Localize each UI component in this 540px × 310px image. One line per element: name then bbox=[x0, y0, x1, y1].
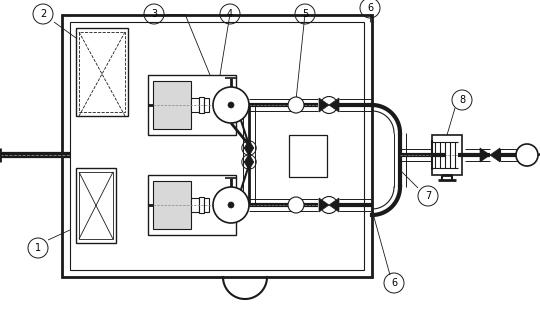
Bar bbox=[76, 168, 116, 243]
Bar bbox=[289, 135, 327, 177]
Text: 6: 6 bbox=[367, 3, 373, 13]
Text: 3: 3 bbox=[151, 9, 157, 19]
Circle shape bbox=[213, 187, 249, 223]
Polygon shape bbox=[329, 198, 339, 212]
Bar bbox=[70, 22, 364, 270]
Polygon shape bbox=[244, 140, 254, 148]
Bar bbox=[76, 28, 128, 116]
Polygon shape bbox=[319, 98, 329, 112]
Bar bbox=[199, 97, 204, 113]
Bar bbox=[148, 175, 236, 235]
Bar bbox=[191, 198, 199, 212]
Polygon shape bbox=[244, 162, 254, 170]
Bar bbox=[62, 15, 372, 277]
Text: 7: 7 bbox=[425, 191, 431, 201]
Circle shape bbox=[516, 144, 538, 166]
Circle shape bbox=[288, 97, 304, 113]
Bar bbox=[148, 75, 236, 135]
Polygon shape bbox=[319, 198, 329, 212]
Polygon shape bbox=[329, 98, 339, 112]
Bar bbox=[432, 135, 462, 175]
Polygon shape bbox=[244, 148, 254, 156]
Text: 1: 1 bbox=[35, 243, 41, 253]
Bar bbox=[153, 81, 191, 129]
Bar bbox=[204, 98, 209, 112]
Text: 8: 8 bbox=[459, 95, 465, 105]
Bar bbox=[79, 172, 113, 239]
Text: 2: 2 bbox=[40, 9, 46, 19]
Text: 4: 4 bbox=[227, 9, 233, 19]
Circle shape bbox=[228, 202, 234, 208]
Text: 5: 5 bbox=[302, 9, 308, 19]
Polygon shape bbox=[480, 148, 490, 162]
Bar bbox=[79, 32, 125, 112]
Circle shape bbox=[213, 87, 249, 123]
Polygon shape bbox=[490, 148, 500, 162]
Circle shape bbox=[288, 197, 304, 213]
Bar bbox=[191, 98, 199, 112]
Bar bbox=[199, 197, 204, 213]
Text: 6: 6 bbox=[391, 278, 397, 288]
Bar bbox=[153, 181, 191, 229]
Circle shape bbox=[228, 102, 234, 108]
Bar bbox=[204, 198, 209, 212]
Polygon shape bbox=[244, 154, 254, 162]
